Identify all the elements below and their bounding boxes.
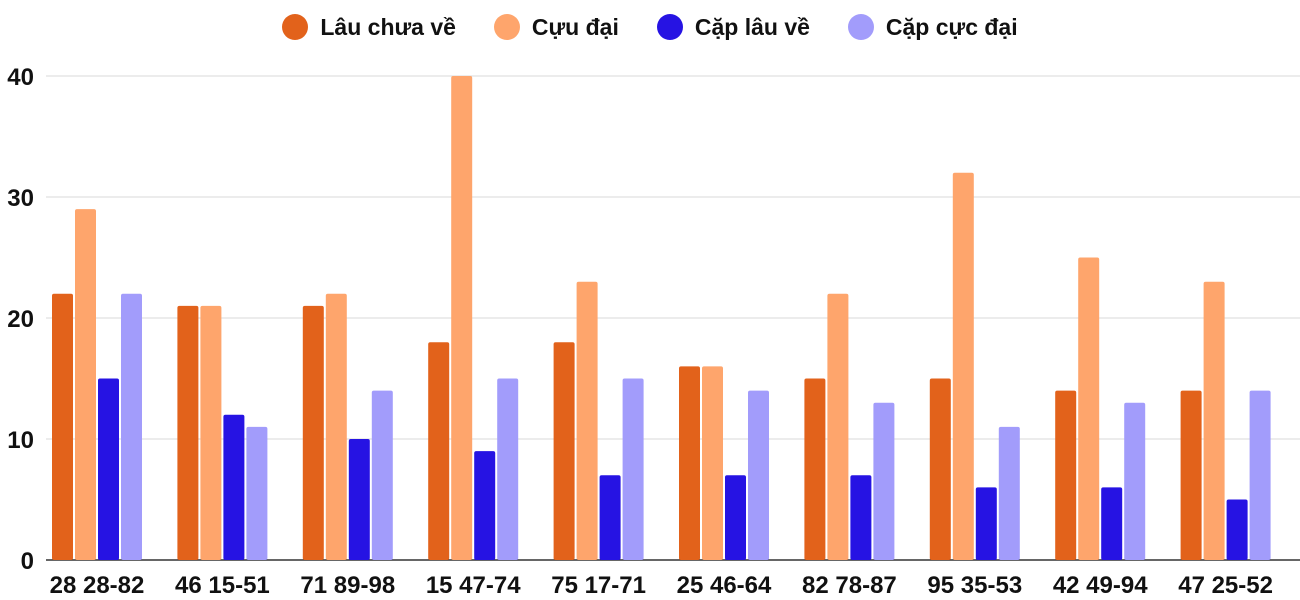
bar-3-6 (725, 475, 746, 560)
y-tick-label: 40 (7, 64, 34, 91)
y-tick-label: 30 (7, 185, 34, 212)
bar-2-1 (75, 209, 96, 560)
bar-4-9 (1124, 402, 1146, 560)
bar-3-3 (348, 439, 370, 560)
x-tick-label: 25 46-64 (677, 572, 772, 599)
x-tick-label: 15 47-74 (426, 572, 521, 599)
bar-3-5 (599, 475, 621, 560)
bar-3-1 (98, 378, 119, 560)
chart-legend: Lâu chưa về Cựu đại Cặp lâu về Cặp cực đ… (0, 8, 1300, 46)
legend-item-cap-lau-ve: Cặp lâu về (656, 13, 810, 41)
bar-2-9 (1078, 257, 1100, 560)
bar-4-10 (1249, 390, 1271, 560)
legend-swatch (493, 14, 520, 40)
bar-2-8 (952, 172, 974, 561)
legend-item-cuu-dai: Cựu đại (493, 13, 619, 41)
bar-2-4 (451, 76, 473, 560)
legend-label: Cặp cực đại (885, 13, 1018, 40)
bar-4-1 (121, 293, 142, 560)
x-tick-label: 82 78-87 (802, 572, 897, 599)
y-tick-label: 10 (7, 427, 34, 454)
legend-label: Cặp lâu về (694, 13, 810, 40)
bar-3-2 (223, 414, 245, 560)
bar-1-9 (1055, 390, 1077, 560)
bar-2-10 (1203, 281, 1225, 560)
bar-1-6 (679, 366, 700, 560)
x-tick-label: 28 28-82 (50, 572, 145, 599)
legend-swatch (656, 14, 683, 40)
bar-3-8 (975, 487, 997, 560)
y-tick-label: 0 (21, 548, 34, 575)
bar-1-1 (52, 293, 73, 560)
legend-label: Lâu chưa về (320, 13, 456, 40)
y-axis: 0 10 20 30 40 (7, 64, 34, 575)
bar-4-6 (748, 390, 769, 560)
x-tick-label: 75 17-71 (551, 572, 646, 599)
x-tick-label: 95 35-53 (927, 572, 1022, 599)
x-axis: 28 28-82 46 15-51 71 89-98 15 47-74 75 17-71… (50, 572, 1273, 599)
bar-3-9 (1101, 487, 1123, 560)
bar-1-7 (804, 378, 826, 560)
x-tick-label: 46 15-51 (175, 572, 270, 599)
bar-3-4 (474, 451, 496, 560)
bar-1-2 (177, 305, 199, 560)
bar-3-10 (1226, 499, 1248, 560)
bar-1-5 (553, 342, 575, 560)
bar-1-10 (1180, 390, 1202, 560)
bar-4-5 (622, 378, 644, 560)
bar-2-7 (827, 293, 849, 560)
bar-2-3 (325, 293, 347, 560)
bar-2-6 (702, 366, 723, 560)
legend-swatch (282, 14, 309, 40)
bars (52, 76, 1271, 561)
x-tick-label: 42 49-94 (1053, 572, 1148, 599)
bar-2-2 (200, 305, 222, 560)
bar-1-8 (929, 378, 951, 560)
bar-4-7 (873, 402, 895, 560)
legend-swatch (847, 14, 874, 40)
bar-1-4 (428, 342, 450, 560)
bar-1-3 (302, 305, 324, 560)
y-tick-label: 20 (7, 306, 34, 333)
legend-label: Cựu đại (531, 13, 619, 40)
x-tick-label: 71 89-98 (300, 572, 395, 599)
bar-3-7 (850, 475, 872, 560)
legend-item-lau-chua-ve: Lâu chưa về (282, 14, 456, 41)
bar-2-5 (576, 281, 598, 560)
x-tick-label: 47 25-52 (1178, 572, 1273, 599)
bar-4-8 (998, 426, 1020, 560)
bar-4-2 (246, 426, 268, 560)
bar-4-3 (371, 390, 393, 560)
legend-item-cap-cuc-dai: Cặp cực đại (847, 13, 1018, 41)
bar-4-4 (497, 378, 519, 560)
